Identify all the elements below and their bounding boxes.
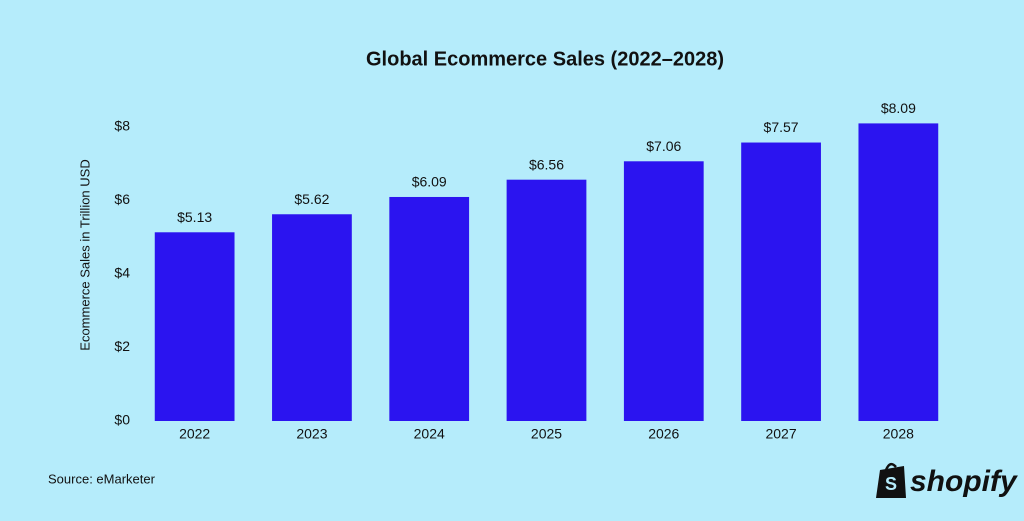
logo-icon: S: [876, 462, 906, 498]
x-tick-label: 2025: [531, 426, 562, 442]
x-tick-label: 2027: [765, 426, 796, 442]
x-tick-label: 2026: [648, 426, 679, 442]
chart-title: Global Ecommerce Sales (2022–2028): [366, 48, 724, 70]
y-tick-label: $6: [114, 191, 130, 207]
value-label: $5.62: [294, 191, 329, 207]
bar: [389, 196, 470, 421]
bar: [741, 142, 821, 421]
y-tick-label: $2: [114, 338, 130, 354]
value-label: $6.56: [529, 156, 564, 172]
y-tick-label: $0: [114, 412, 130, 428]
bar: [506, 179, 587, 421]
y-tick-label: $8: [114, 117, 130, 133]
x-tick-label: 2023: [296, 426, 327, 442]
x-tick-label: 2028: [883, 426, 914, 442]
logo: shopify: [910, 465, 1018, 498]
y-axis-label: Ecommerce Sales in Trillion USD: [77, 159, 92, 350]
value-label: $8.09: [881, 100, 916, 116]
bar: [272, 214, 352, 421]
value-label: $7.06: [646, 138, 681, 154]
logo-mark: S: [885, 474, 897, 494]
bar: [154, 232, 235, 421]
source: Source: eMarketer: [48, 471, 156, 486]
bar: [623, 161, 704, 422]
value-label: $6.09: [412, 174, 447, 190]
bar: [858, 123, 939, 422]
value-label: $5.13: [177, 209, 212, 225]
value-label: $7.57: [764, 119, 799, 135]
y-tick-label: $4: [114, 265, 130, 281]
x-tick-label: 2022: [179, 426, 210, 442]
x-tick-label: 2024: [414, 426, 445, 442]
